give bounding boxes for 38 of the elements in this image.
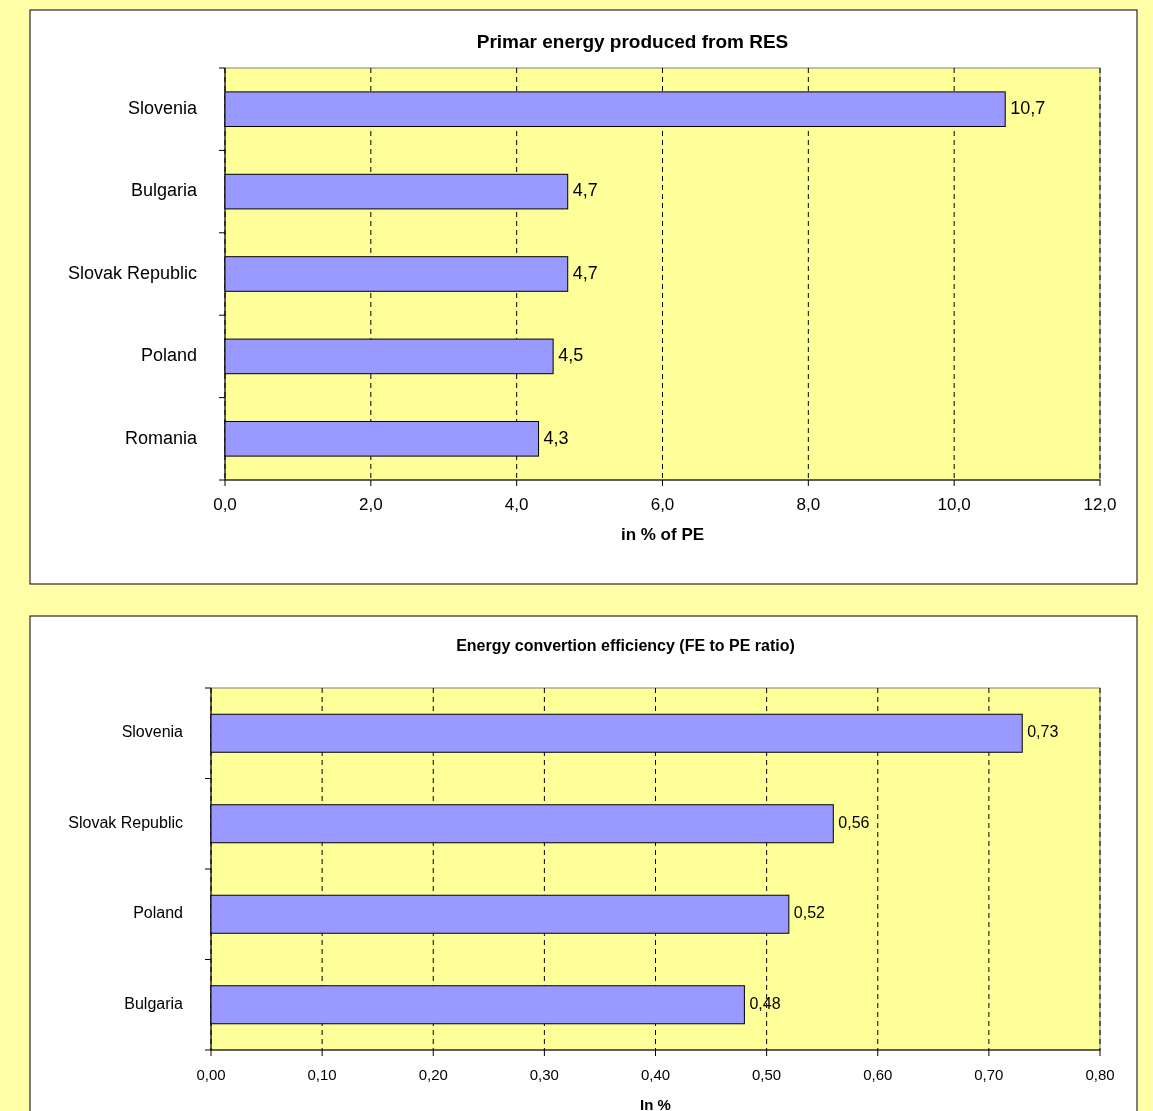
- data-label: 4,5: [558, 345, 584, 366]
- data-label: 10,7: [1010, 97, 1046, 118]
- y-tick-label: Slovenia: [121, 723, 184, 741]
- data-label: 4,7: [572, 262, 598, 283]
- y-tick-label: Poland: [140, 345, 197, 366]
- data-label: 0,73: [1027, 723, 1059, 741]
- data-label: 4,7: [572, 180, 598, 201]
- x-tick-label: 0,30: [529, 1066, 559, 1083]
- x-tick-label: 6,0: [650, 495, 675, 514]
- x-tick-label: 4,0: [504, 495, 529, 514]
- x-axis-title: in % of PE: [620, 525, 705, 544]
- x-tick-label: 0,80: [1085, 1066, 1115, 1083]
- x-tick-label: 0,70: [974, 1066, 1004, 1083]
- x-tick-label: 0,60: [863, 1066, 893, 1083]
- x-tick-label: 0,00: [196, 1066, 226, 1083]
- x-axis-title: In %: [640, 1096, 671, 1111]
- x-tick-label: 0,50: [752, 1066, 782, 1083]
- chart-title: Primar energy produced from RES: [476, 31, 789, 52]
- x-tick-label: 0,20: [418, 1066, 448, 1083]
- x-tick-label: 0,10: [307, 1066, 337, 1083]
- chart-title: Energy convertion efficiency (FE to PE ratio): [456, 637, 795, 654]
- x-tick-label: 12,0: [1083, 495, 1117, 514]
- data-label: 0,56: [838, 813, 870, 831]
- y-tick-label: Poland: [133, 904, 183, 922]
- x-tick-label: 2,0: [359, 495, 383, 514]
- x-tick-label: 0,40: [640, 1066, 671, 1083]
- y-tick-label: Bulgaria: [124, 994, 184, 1012]
- x-tick-label: 8,0: [796, 495, 821, 514]
- y-tick-label: Slovak Republic: [67, 262, 197, 283]
- y-tick-label: Bulgaria: [130, 180, 198, 201]
- data-label: 0,52: [793, 904, 826, 922]
- y-tick-label: Romania: [124, 427, 198, 448]
- data-label: 4,3: [543, 427, 569, 448]
- x-tick-label: 10,0: [937, 495, 971, 514]
- y-tick-label: Slovak Republic: [68, 813, 183, 831]
- y-tick-label: Slovenia: [127, 97, 198, 118]
- x-tick-label: 0,0: [213, 495, 237, 514]
- data-label: 0,48: [749, 994, 781, 1012]
